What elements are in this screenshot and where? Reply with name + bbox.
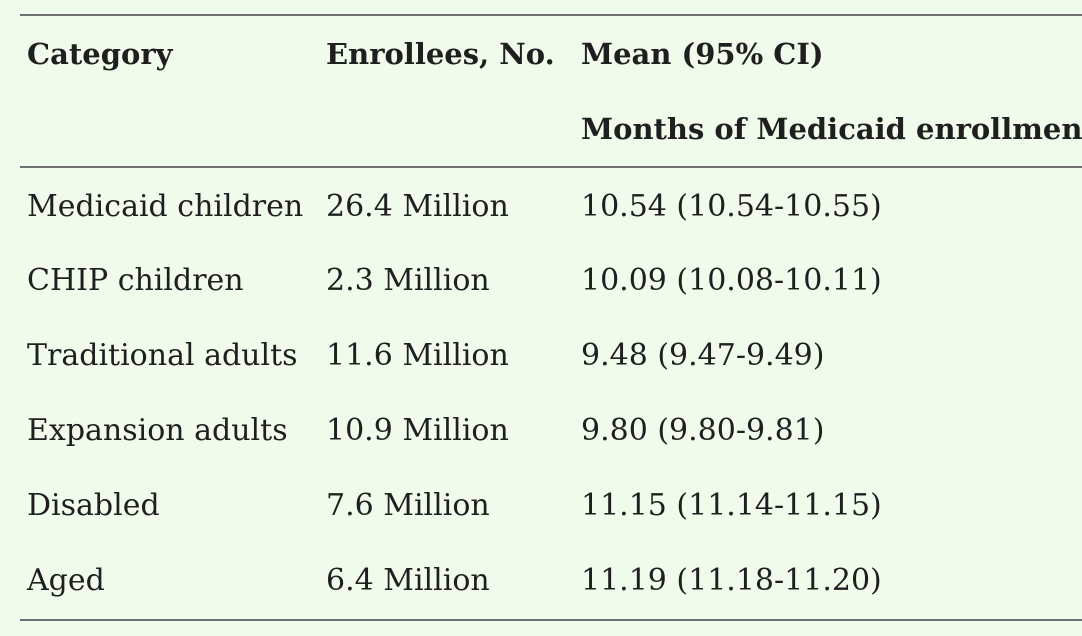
row-mean: 9.48 (9.47-9.49) [581, 338, 825, 373]
row-enrollees: 6.4 Million [326, 563, 490, 598]
row-category: Disabled [27, 488, 160, 523]
header-separator-rule [20, 166, 1082, 168]
header-mean: Mean (95% CI) [581, 37, 824, 71]
row-enrollees: 10.9 Million [326, 413, 509, 448]
row-enrollees: 2.3 Million [326, 263, 490, 298]
row-category: CHIP children [27, 263, 244, 298]
row-category: Medicaid children [27, 189, 304, 224]
header-enrollees: Enrollees, No. [326, 37, 555, 71]
header-category: Category [27, 37, 173, 71]
header-mean-subtitle: Months of Medicaid enrollment [581, 112, 1082, 146]
row-enrollees: 11.6 Million [326, 338, 509, 373]
row-category: Traditional adults [27, 338, 298, 373]
table-bottom-rule [20, 619, 1082, 621]
row-category: Expansion adults [27, 413, 288, 448]
row-mean: 9.80 (9.80-9.81) [581, 413, 825, 448]
table-top-rule [20, 14, 1082, 16]
row-enrollees: 7.6 Million [326, 488, 490, 523]
row-mean: 11.15 (11.14-11.15) [581, 488, 882, 523]
row-mean: 10.54 (10.54-10.55) [581, 189, 882, 224]
row-category: Aged [27, 563, 105, 598]
row-mean: 10.09 (10.08-10.11) [581, 263, 882, 298]
row-mean: 11.19 (11.18-11.20) [581, 563, 882, 598]
row-enrollees: 26.4 Million [326, 189, 509, 224]
